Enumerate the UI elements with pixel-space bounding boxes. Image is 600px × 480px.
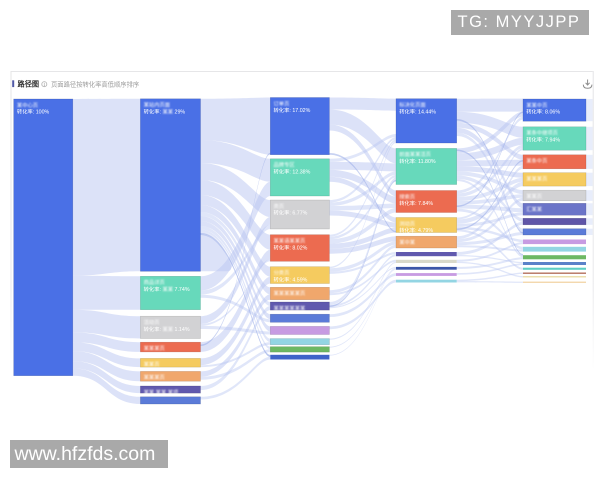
svg-text:某中心页: 某中心页 bbox=[17, 101, 38, 109]
svg-text:转化率: 7.84%: 转化率: 7.84% bbox=[399, 199, 433, 207]
svg-text:转化率: 8.02%: 转化率: 8.02% bbox=[274, 243, 308, 251]
svg-text:前面某某活页: 前面某某活页 bbox=[399, 150, 431, 158]
svg-text:转化率: 11.80%: 转化率: 11.80% bbox=[399, 157, 436, 165]
svg-text:汇某某: 汇某某 bbox=[526, 205, 543, 213]
svg-text:某某中页: 某某中页 bbox=[526, 101, 547, 109]
svg-text:转化率: 某某 29%: 转化率: 某某 29% bbox=[144, 107, 186, 115]
svg-text:类页: 类页 bbox=[274, 202, 285, 210]
svg-text:某中某: 某中某 bbox=[399, 238, 416, 246]
svg-text:某某某页: 某某某页 bbox=[144, 374, 165, 381]
svg-text:路径图: 路径图 bbox=[18, 80, 40, 89]
svg-text:某某某某某页: 某某某某某页 bbox=[274, 290, 306, 297]
svg-text:转化率: 8.06%: 转化率: 8.06% bbox=[526, 108, 560, 116]
svg-text:标决化页面: 标决化页面 bbox=[399, 101, 426, 109]
svg-text:某站内页面: 某站内页面 bbox=[144, 101, 171, 109]
svg-text:转化率: 12.38%: 转化率: 12.38% bbox=[274, 167, 311, 175]
svg-text:某某某页: 某某某页 bbox=[144, 345, 165, 352]
svg-text:活动页: 活动页 bbox=[144, 318, 160, 326]
svg-text:搜索页: 搜索页 bbox=[399, 192, 415, 200]
svg-text:品牌专区: 品牌专区 bbox=[274, 161, 296, 169]
svg-text:某某 某某 某项: 某某 某某 某项 bbox=[144, 389, 179, 396]
svg-text:转化率: 4.79%: 转化率: 4.79% bbox=[399, 226, 433, 234]
svg-text:某某某页: 某某某页 bbox=[526, 176, 547, 183]
svg-text:订单页: 订单页 bbox=[274, 99, 290, 107]
svg-text:转化率: 某某 7.74%: 转化率: 某某 7.74% bbox=[144, 285, 190, 293]
svg-text:转化率: 某某 1.14%: 转化率: 某某 1.14% bbox=[144, 325, 190, 333]
svg-text:页面路径按转化率高低顺序排序: 页面路径按转化率高低顺序排序 bbox=[51, 79, 139, 88]
svg-text:分类页: 分类页 bbox=[274, 269, 290, 277]
svg-text:转化率: 6.77%: 转化率: 6.77% bbox=[274, 209, 308, 217]
svg-text:转化率: 4.59%: 转化率: 4.59% bbox=[274, 275, 308, 283]
svg-text:转化率: 100%: 转化率: 100% bbox=[17, 108, 50, 116]
svg-text:某某页: 某某页 bbox=[144, 361, 160, 368]
svg-text:转化率: 14.44%: 转化率: 14.44% bbox=[399, 107, 436, 115]
svg-text:转化率: 17.02%: 转化率: 17.02% bbox=[274, 106, 311, 114]
svg-text:某条中页: 某条中页 bbox=[526, 157, 547, 165]
svg-text:某条中继项页: 某条中继项页 bbox=[526, 129, 558, 137]
svg-text:商品详页: 商品详页 bbox=[144, 278, 165, 286]
svg-text:转化率: 7.94%: 转化率: 7.94% bbox=[526, 135, 560, 143]
svg-text:某某语某某页: 某某语某某页 bbox=[274, 237, 306, 245]
svg-text:某某某某某某: 某某某某某某 bbox=[274, 305, 306, 312]
svg-text:某某页: 某某页 bbox=[526, 193, 542, 200]
svg-text:浏动页: 浏动页 bbox=[399, 219, 415, 227]
